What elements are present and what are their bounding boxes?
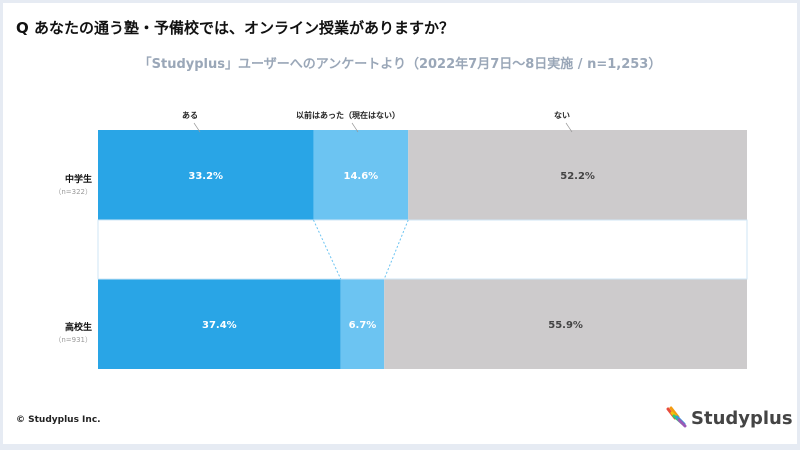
card [3, 3, 797, 444]
bar-segment [98, 279, 341, 369]
data-label: 6.7% [349, 320, 377, 331]
row-n: （n=322） [54, 188, 92, 196]
row-label: 中学生 [64, 175, 92, 185]
subtitle: 「Studyplus」ユーザーへのアンケートより（2022年7月7日〜8日実施 … [138, 57, 662, 72]
row-n: （n=931） [54, 336, 92, 344]
data-label: 52.2% [560, 171, 595, 182]
page-title: Q あなたの通う塾・予備校では、オンライン授業がありますか？ [16, 19, 454, 37]
pencil-logo-icon [666, 406, 687, 428]
bar-segment [384, 279, 747, 369]
row-label: 高校生 [64, 323, 92, 333]
copyright: © Studyplus Inc. [16, 415, 101, 425]
row-gap [97, 219, 748, 280]
legend-label: 以前はあった（現在はない） [296, 110, 400, 120]
bar-segment [340, 279, 385, 369]
data-label: 14.6% [343, 171, 378, 182]
bar-segment [98, 130, 314, 220]
bar-segment [408, 130, 747, 220]
leader-line [565, 122, 573, 133]
leader-line [193, 122, 201, 133]
bar-segment [313, 130, 409, 220]
connector-line [313, 219, 342, 280]
studyplus-logo: Studyplus [665, 406, 793, 430]
legend-label: ない [554, 111, 570, 120]
legend-label: ある [182, 111, 198, 120]
leader-line [351, 122, 359, 133]
data-label: 55.9% [548, 320, 583, 331]
data-label: 37.4% [202, 320, 237, 331]
connector-line [383, 219, 409, 280]
data-label: 33.2% [188, 171, 223, 182]
